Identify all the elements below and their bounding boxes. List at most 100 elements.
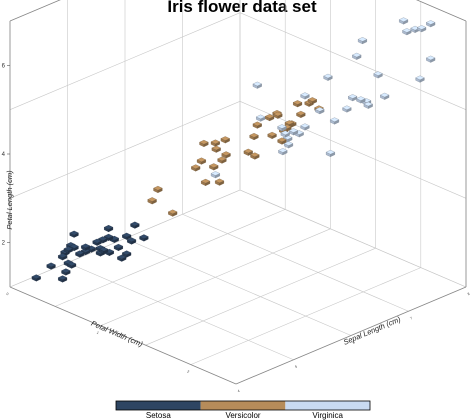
data-point-virginica [300,92,310,100]
data-point-virginica [357,37,368,45]
data-point-versicolor [249,133,259,141]
data-point-virginica [373,71,383,79]
data-point-versicolor [273,111,283,119]
z-tick-label: 6 [2,63,6,69]
data-point-virginica [415,75,425,83]
x-tick-label: 7 [409,316,412,320]
data-point-setosa [103,233,114,241]
data-point-setosa [80,243,91,251]
data-point-setosa [121,250,132,258]
legend-label-virginica: Virginica [312,411,343,420]
data-point-versicolor [210,139,221,147]
data-point-virginica [342,105,352,113]
y-tick-label: 1 [96,331,99,335]
box-edge [416,0,467,22]
data-point-virginica [325,149,336,158]
data-point-setosa [46,262,56,270]
data-point-setosa [126,237,137,245]
data-point-versicolor [250,152,260,160]
data-point-setosa [103,225,114,233]
floor-gridline [190,267,421,365]
data-point-virginica [315,107,325,115]
data-point-versicolor [153,185,163,194]
data-point-virginica [363,101,373,109]
data-point-virginica [278,148,288,156]
box-edge [9,286,237,385]
floor-gridline [145,247,376,346]
legend-swatch-virginica [285,401,370,410]
legend-label-setosa: Setosa [146,411,171,420]
legend-label-versicolor: Versicolor [225,411,260,420]
data-point-virginica [356,96,366,104]
data-point-versicolor [296,110,306,118]
data-point-versicolor [217,156,227,164]
data-point-virginica [283,141,294,149]
data-point-virginica [255,114,266,122]
data-point-versicolor [292,100,303,108]
z-tick-label: 2 [2,241,6,247]
data-point-virginica [425,55,436,63]
data-point-versicolor [147,197,157,205]
data-point-versicolor [252,121,263,129]
data-point-setosa [113,243,124,251]
legend: Setosa Versicolor Virginica [115,400,371,420]
data-point-versicolor [167,209,178,217]
data-point-virginica [300,123,310,131]
z-tick-label: 4 [2,152,6,158]
data-point-versicolor [221,151,231,159]
data-point-setosa [117,254,127,262]
data-point-versicolor [264,114,275,122]
data-point-versicolor [209,163,219,171]
back-wall-gridline [9,101,241,199]
data-point-setosa [75,250,85,258]
x-axis-label: Sepal Length (cm) [342,314,402,346]
data-point-setosa [121,232,132,240]
data-point-setosa [92,238,102,246]
floor-gridline [67,262,294,361]
data-point-versicolor [214,178,225,186]
data-point-setosa [57,253,68,261]
data-point-virginica [398,17,409,25]
data-point-setosa [61,268,71,276]
x-tick-label: 6 [352,340,355,344]
data-point-versicolor [199,139,209,148]
back-wall-gridline [9,12,241,110]
y-tick-label: 0 [6,292,9,296]
floor-gridline [182,213,409,312]
data-point-virginica [210,171,221,179]
data-point-virginica [351,52,362,60]
data-point-virginica [252,81,263,89]
legend-swatch-setosa [116,401,201,410]
chart-box [9,0,467,385]
axis-labels: 2 4 6 4 5 6 7 8 0 1 2 Petal Length (cm) Sepal Length… [2,63,471,393]
data-point-setosa [139,234,149,242]
data-point-setosa [63,246,74,254]
data-point-virginica [379,92,390,100]
data-point-virginica [347,94,358,102]
floor-gridline [100,228,331,327]
data-points [31,17,436,283]
data-point-setosa [98,246,109,254]
back-wall-gridline [239,12,467,110]
legend-frame [115,400,371,411]
x-tick-label: 4 [237,389,240,393]
data-point-virginica [277,124,287,132]
y-tick-label: 2 [187,369,190,373]
data-point-setosa [69,230,79,238]
floor-gridline [124,238,352,336]
data-point-setosa [66,261,77,269]
data-point-versicolor [211,145,221,153]
box-edge [9,0,61,22]
chart-title: Iris flower data set [167,0,317,16]
data-point-virginica [329,117,340,125]
data-point-versicolor [243,148,253,156]
back-wall-gridline [239,189,467,288]
data-point-versicolor [190,164,201,172]
data-point-versicolor [196,157,207,165]
legend-swatch-versicolor [200,401,286,410]
data-point-virginica [425,20,436,28]
floor-gridline [55,209,286,307]
data-point-setosa [57,275,68,283]
data-point-virginica [280,130,290,138]
